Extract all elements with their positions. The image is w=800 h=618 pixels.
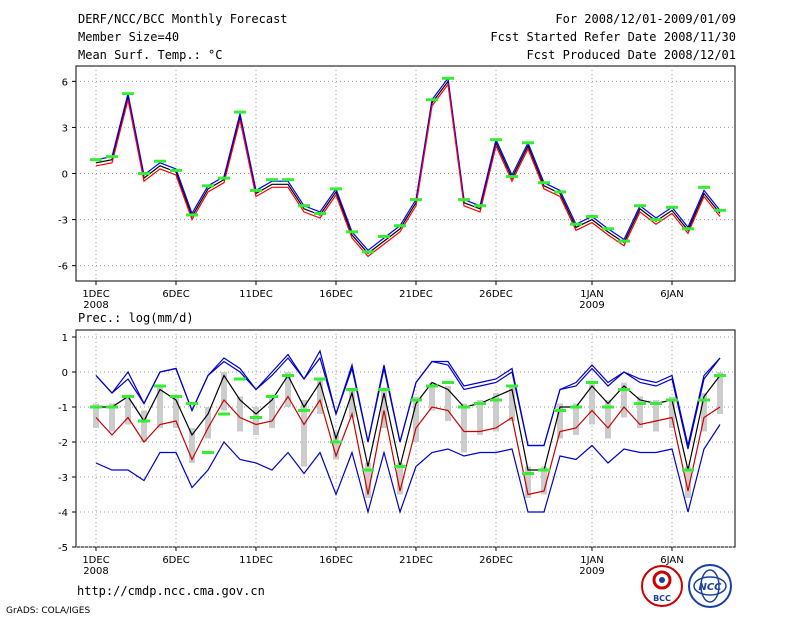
- panel2-spread-bar: [93, 403, 99, 428]
- panel2-xtick-label: 1JAN: [580, 555, 603, 566]
- panel2-series-mean: [96, 374, 721, 471]
- panel1-ytick-label: 3: [62, 123, 68, 134]
- panel2-frame: [75, 329, 736, 548]
- panel2-spread-bar: [509, 386, 515, 421]
- panel2-spread-bar: [653, 400, 659, 432]
- panel1-xtick-label: 1JAN: [580, 289, 603, 300]
- panel2-spread-bar: [493, 393, 499, 432]
- panel2-spread-bar: [109, 403, 115, 432]
- panel2-spread-bar: [157, 386, 163, 428]
- panel2-spread-bar: [317, 379, 323, 414]
- panel2-spread-bar: [173, 396, 179, 428]
- panel1-ytick-label: -3: [58, 216, 68, 227]
- panel2-xtick-label: 26DEC: [479, 555, 513, 566]
- panel1-xtick-label: 11DEC: [239, 289, 273, 300]
- prec-label: Prec.: log(mm/d): [78, 311, 194, 325]
- member-size: Member Size=40: [78, 30, 180, 44]
- panel2-spread-bar: [301, 400, 307, 467]
- panel2-ytick-label: -5: [58, 543, 68, 554]
- variable-label: Mean Surf. Temp.: °C: [78, 48, 223, 62]
- panel2-xtick-label: 21DEC: [399, 555, 433, 566]
- fcst-produced-date: Fcst Produced Date 2008/12/01: [526, 48, 736, 62]
- panel2-xtick-label: 6JAN: [660, 555, 683, 566]
- panel2-ytick-label: -1: [58, 403, 68, 414]
- panel2-spread-bar: [605, 400, 611, 439]
- panel1-xtick-year: 2009: [579, 300, 604, 311]
- panel1-ytick-label: 0: [62, 170, 68, 181]
- panel2-spread-bar: [445, 386, 451, 421]
- panel2-spread-bar: [205, 407, 211, 439]
- panel2-ytick-label: 0: [62, 368, 68, 379]
- panel2-spread-bar: [429, 382, 435, 411]
- panel1-series-lower-bound: [95, 82, 721, 258]
- panel2-ytick-label: -3: [58, 473, 68, 484]
- panel2-series-lower: [95, 395, 721, 496]
- panel2-spread-bar: [141, 410, 147, 442]
- panel2-spread-bar: [541, 466, 547, 495]
- panel2-xtick-year: 2009: [579, 566, 604, 577]
- panel2-spread-bar: [557, 403, 563, 439]
- panel1-xtick-label: 26DEC: [479, 289, 513, 300]
- panel2-ytick-label: -2: [58, 438, 68, 449]
- panel1-xtick-label: 6DEC: [162, 289, 189, 300]
- panel2-ytick-label: -4: [58, 508, 68, 519]
- panel2-spread-bar: [269, 396, 275, 428]
- panel1-frame: [75, 65, 736, 282]
- panel1-xtick-label: 21DEC: [399, 289, 433, 300]
- panel2-spread-bar: [477, 400, 483, 435]
- panel2-spread-bar: [685, 466, 691, 498]
- panel2-spread-bar: [621, 382, 627, 418]
- panel2-spread-bar: [349, 389, 355, 418]
- panel2-spread-bar: [461, 403, 467, 453]
- panel2-spread-bar: [589, 382, 595, 425]
- panel2-spread-bar: [525, 466, 531, 498]
- panel1-series-ensemble-mean: [95, 79, 721, 255]
- panel2-spread-bar: [253, 407, 259, 435]
- panel2-spread-bar: [237, 396, 243, 432]
- panel2-spread-bar: [365, 463, 371, 498]
- panel1-xtick-year: 2008: [83, 300, 108, 311]
- panel2-spread-bar: [333, 431, 339, 460]
- panel2-spread-bar: [381, 389, 387, 428]
- panel2-xtick-label: 1DEC: [82, 555, 109, 566]
- panel2-xtick-label: 6DEC: [162, 555, 189, 566]
- panel2-spread-bar: [189, 428, 195, 463]
- panel2-series-outer-upper: [95, 349, 721, 447]
- panel1-ytick-label: 6: [62, 77, 68, 88]
- grads-credit: GrADS: COLA/IGES: [6, 606, 91, 616]
- panel2-xtick-label: 11DEC: [239, 555, 273, 566]
- panel2-spread-bar: [573, 403, 579, 435]
- panel2-ytick-label: 1: [62, 333, 68, 344]
- panel1-xtick-label: 1DEC: [82, 289, 109, 300]
- panel2-spread-bar: [669, 396, 675, 428]
- panel2-spread-bar: [125, 396, 131, 425]
- panel2-spread-bar: [221, 372, 227, 411]
- panel2-spread-bar: [413, 396, 419, 442]
- panel2-xtick-year: 2008: [83, 566, 108, 577]
- chart-title: DERF/NCC/BCC Monthly Forecast: [78, 12, 288, 26]
- panel2-xtick-label: 16DEC: [319, 555, 353, 566]
- panel1-xtick-label: 16DEC: [319, 289, 353, 300]
- forecast-period: For 2008/12/01-2009/01/09: [555, 12, 736, 26]
- panel2-spread-bar: [717, 372, 723, 414]
- panel2-spread-bar: [701, 393, 707, 432]
- panel2-series-outer-lower: [95, 424, 721, 515]
- panel1-series-upper-bound: [95, 76, 721, 252]
- panel2-spread-bar: [285, 372, 291, 407]
- panel1-xtick-label: 6JAN: [660, 289, 683, 300]
- panel1-ytick-label: -6: [58, 262, 68, 273]
- source-url[interactable]: http://cmdp.ncc.cma.gov.cn: [77, 584, 265, 598]
- panel2-spread-bar: [397, 463, 403, 495]
- fcst-started-date: Fcst Started Refer Date 2008/11/30: [490, 30, 736, 44]
- panel2-spread-bar: [637, 396, 643, 428]
